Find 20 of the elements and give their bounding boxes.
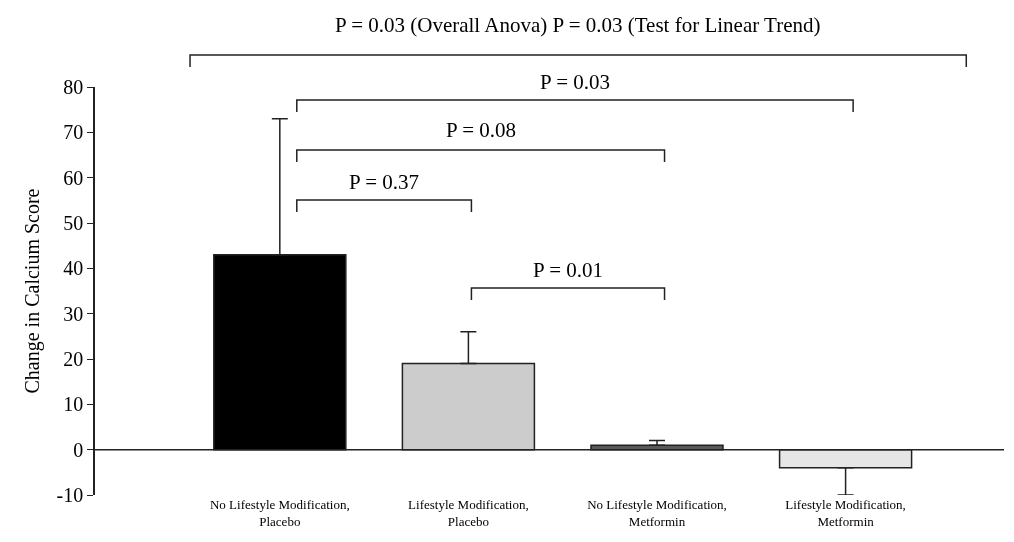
y-tick-label: 30: [63, 302, 84, 325]
annotation: P = 0.08: [446, 118, 516, 142]
y-tick-label: 0: [73, 438, 84, 461]
x-tick-label: No Lifestyle Modification, Metformin: [587, 497, 727, 529]
text: P = 0.03 (Overall Anova) P = 0.03 (Test for Linear Trend): [335, 13, 821, 37]
y-axis-title: Change in Calcium Score: [20, 188, 44, 394]
y-tick-label: 70: [63, 121, 84, 144]
annotation: P = 0.01: [533, 258, 603, 282]
y-tick-label: 60: [63, 166, 84, 189]
annotation: P = 0.03: [540, 70, 610, 94]
y-tick-label: -10: [56, 484, 84, 506]
y-tick-label: 10: [63, 393, 84, 416]
x-tick-label: No Lifestyle Modification, Placebo: [209, 497, 350, 529]
y-tick-label: 40: [63, 257, 84, 280]
y-tick-label: 80: [63, 76, 84, 98]
y-tick-label: 20: [63, 348, 84, 370]
x-tick-label: Lifestyle Modification, Metformin: [785, 497, 906, 529]
x-tick-label: Lifestyle Modification, Placebo: [408, 497, 529, 529]
annotation: P = 0.37: [349, 170, 419, 194]
y-tick-label: 50: [63, 212, 84, 234]
